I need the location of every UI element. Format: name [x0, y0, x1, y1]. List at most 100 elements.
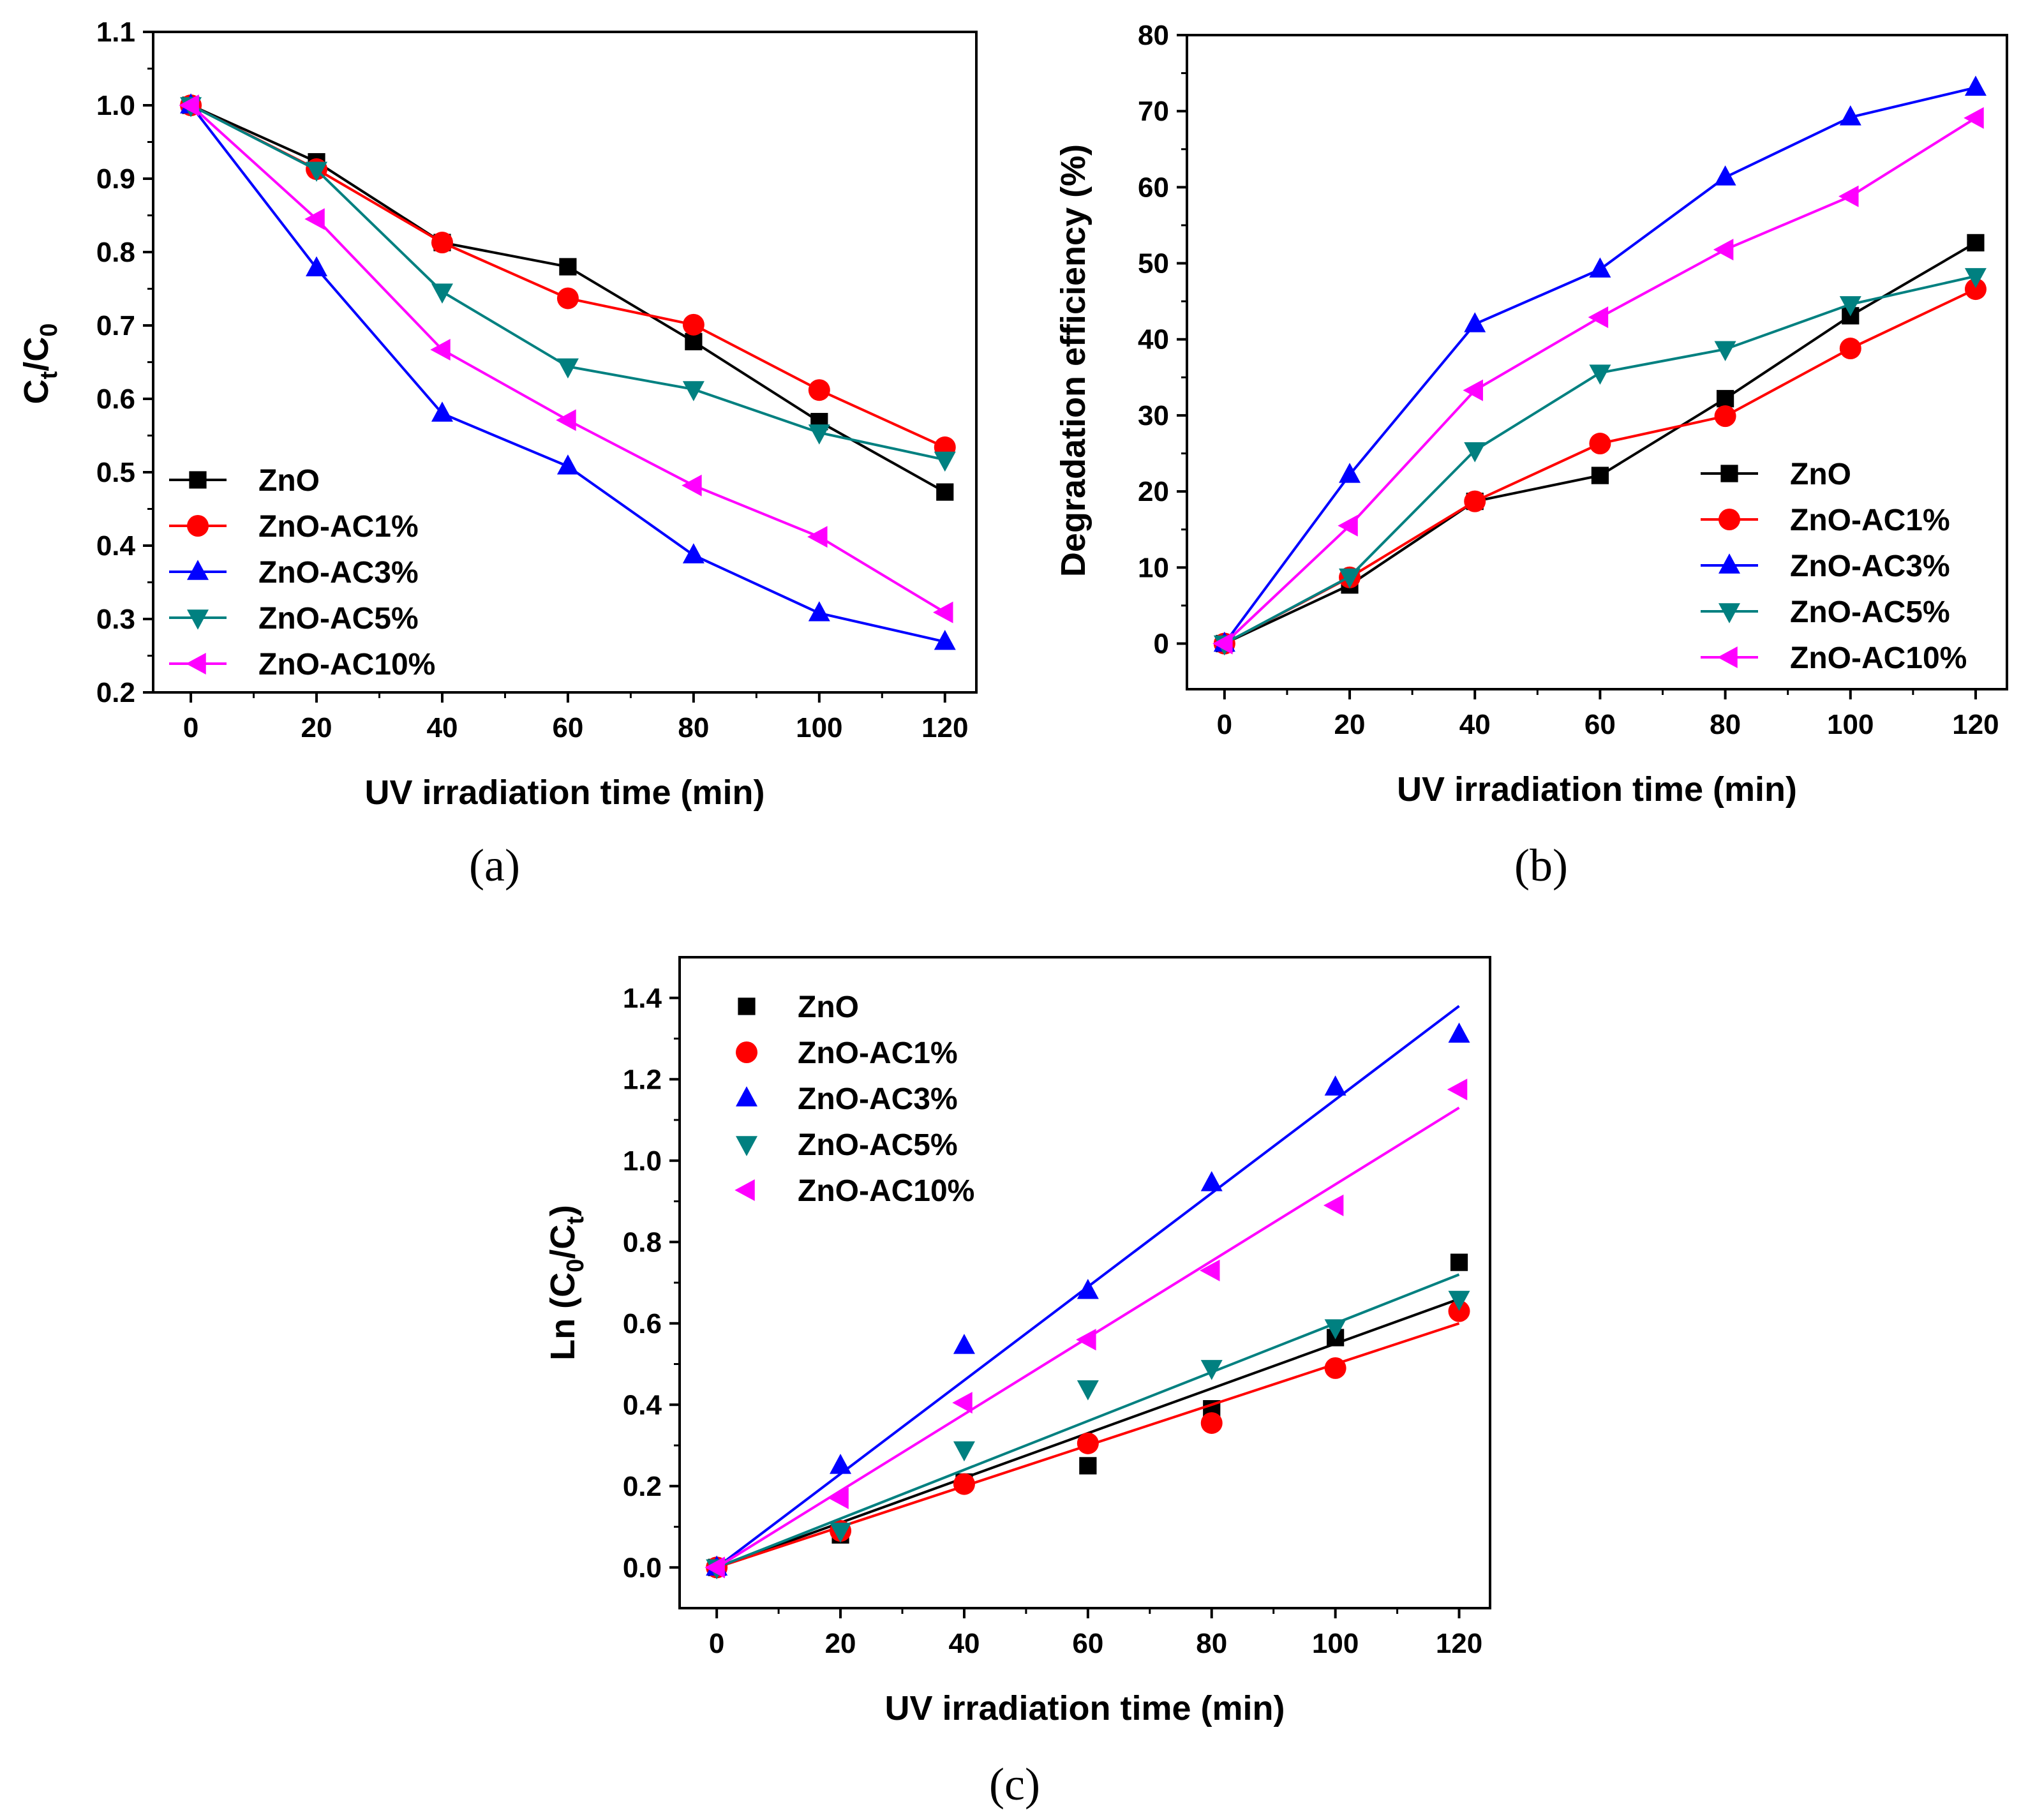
- data-point: [1324, 1075, 1346, 1096]
- legend-marker: [736, 1086, 757, 1107]
- y-tick-label: 1.0: [96, 90, 135, 121]
- y-axis-title: Degradation efficiency (%): [1054, 144, 1092, 577]
- y-axis-title: Ct/C0: [17, 324, 63, 405]
- legend-label: ZnO-AC5%: [258, 602, 419, 636]
- y-axis-title-sub2: t: [562, 1216, 589, 1225]
- data-point: [828, 1487, 849, 1509]
- data-point: [559, 258, 577, 276]
- x-tick-label: 120: [1952, 709, 1999, 740]
- legend-label: ZnO-AC3%: [1790, 549, 1950, 583]
- legend-label: ZnO-AC10%: [1790, 641, 1967, 675]
- data-point: [1463, 379, 1483, 401]
- x-tick-label: 100: [1312, 1628, 1359, 1659]
- data-point: [1591, 466, 1609, 484]
- plot-frame: [1186, 34, 2008, 690]
- y-tick-label: 1.1: [96, 17, 135, 48]
- x-tick-label: 40: [948, 1628, 980, 1659]
- data-point: [1588, 306, 1609, 329]
- legend-marker: [736, 1136, 757, 1156]
- x-tick-label: 60: [1072, 1628, 1103, 1659]
- data-point: [808, 379, 830, 401]
- chart-panel-b: 0 20 40 60 80 100 120 0 10 20 30 40 50 60 70 80 UV irrad…: [1054, 20, 2008, 891]
- x-tick-label: 60: [1584, 709, 1616, 740]
- data-point: [1964, 75, 1987, 96]
- data-point: [1448, 1290, 1470, 1311]
- legend-item: ZnO-AC5%: [169, 602, 419, 636]
- data-point: [431, 232, 453, 254]
- y-axis-title-sub1: t: [36, 371, 63, 379]
- data-point: [1839, 105, 1861, 126]
- series-ZnO-AC10%: [705, 1078, 1468, 1579]
- data-point: [1716, 390, 1734, 408]
- data-point: [306, 256, 328, 277]
- y-tick-label: 40: [1138, 324, 1169, 355]
- data-point: [1464, 442, 1486, 463]
- data-point: [936, 483, 954, 501]
- legend-item: ZnO-AC10%: [734, 1174, 974, 1208]
- x-axis-title: UV irradiation time (min): [1397, 770, 1797, 809]
- data-point: [1448, 1022, 1470, 1043]
- legend-label: ZnO-AC5%: [798, 1128, 958, 1162]
- data-point: [1324, 1319, 1346, 1339]
- data-point: [830, 1523, 852, 1543]
- legend-item: ZnO-AC1%: [736, 1036, 958, 1070]
- y-tick-label: 0.7: [96, 310, 135, 341]
- data-point: [953, 1441, 975, 1462]
- data-point: [1339, 568, 1361, 589]
- fit-line: [716, 1273, 1460, 1569]
- y-tick-label: 0.6: [623, 1308, 662, 1339]
- data-point: [1589, 257, 1611, 278]
- data-point: [430, 338, 451, 361]
- legend-label: ZnO: [798, 990, 859, 1024]
- x-tick-label: 80: [1710, 709, 1741, 740]
- data-point: [1714, 165, 1736, 186]
- data-point: [953, 1334, 975, 1354]
- data-point: [304, 208, 325, 230]
- legend-item: ZnO-AC1%: [1701, 503, 1950, 537]
- y-tick-label: 30: [1138, 400, 1169, 431]
- legend-marker: [736, 1041, 757, 1063]
- x-tick-label: 100: [796, 712, 842, 743]
- data-point: [807, 526, 828, 548]
- data-point: [1200, 1412, 1223, 1434]
- data-point: [1076, 1329, 1096, 1351]
- series-ZnO-AC10%: [1212, 107, 1984, 655]
- data-point: [1339, 463, 1361, 483]
- series-ZnO: [708, 1253, 1468, 1576]
- data-point: [1338, 514, 1358, 537]
- y-axis-title-sub1: 0: [562, 1259, 589, 1272]
- data-point: [682, 381, 705, 401]
- y-axis-title-end: ): [544, 1205, 582, 1216]
- data-point: [1200, 1259, 1220, 1281]
- legend-label: ZnO-AC1%: [258, 510, 419, 544]
- legend-label: ZnO-AC1%: [798, 1036, 958, 1070]
- data-point: [1324, 1357, 1346, 1379]
- y-tick-label: 0.5: [96, 457, 135, 488]
- x-tick-label: 0: [709, 1628, 724, 1659]
- y-tick-label: 0.9: [96, 163, 135, 195]
- y-tick-label: 1.2: [623, 1064, 662, 1095]
- legend-item: ZnO-AC3%: [169, 556, 419, 590]
- legend-marker: [734, 1179, 755, 1201]
- legend-label: ZnO-AC3%: [258, 556, 419, 590]
- legend: ZnO ZnO-AC1% ZnO-AC3% ZnO-AC5% ZnO-AC10%: [169, 464, 435, 682]
- x-tick-label: 120: [921, 712, 968, 743]
- data-point: [1212, 632, 1233, 655]
- legend-item: ZnO: [1701, 458, 1851, 491]
- y-axis-title-mid: /C: [544, 1225, 582, 1259]
- y-axis-title-sub2: 0: [36, 324, 63, 337]
- data-point: [1450, 1253, 1468, 1271]
- data-point: [1464, 312, 1486, 332]
- data-point: [1589, 433, 1611, 455]
- y-tick-label: 20: [1138, 476, 1169, 507]
- legend-marker: [1719, 603, 1740, 623]
- data-point: [1713, 239, 1734, 261]
- x-tick-label: 40: [427, 712, 458, 743]
- data-point: [556, 358, 579, 379]
- data-point: [1589, 364, 1611, 385]
- series-ZnO-AC10%: [179, 94, 953, 623]
- legend-marker: [189, 471, 207, 489]
- chart-panel-c: 0 20 40 60 80 100 120 0.0 0.2 0.4 0.6 0.8 1.0 1.2 1.4 U…: [544, 956, 1491, 1810]
- y-tick-label: 10: [1138, 552, 1169, 583]
- y-tick-label: 1.0: [623, 1145, 662, 1177]
